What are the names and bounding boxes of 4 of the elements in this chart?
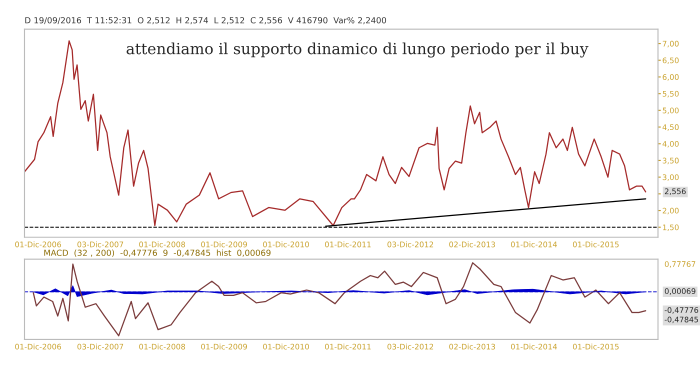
chart-title: MACD (32 , 200) -0,47776 9 -0,47845 hist 0,00069 (44, 249, 271, 257)
line-series (24, 40, 646, 226)
annotation: attendiamo il supporto dinamico di lungo periodo per il buy (126, 42, 588, 58)
chart-subtitle: D 19/09/2016 T 11:52:31 O 2,512 H 2,574 L 2,512 C 2,556 V 416790 Var% 2,2400 (25, 17, 386, 24)
